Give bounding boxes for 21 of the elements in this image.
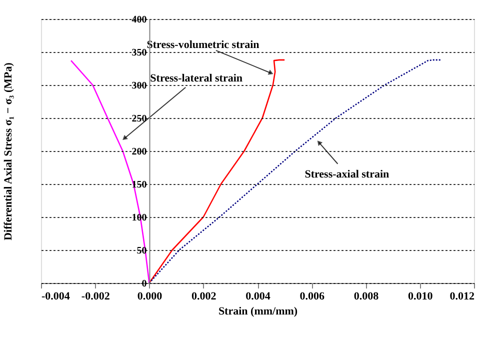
x-tick-label: -0.004 <box>42 290 70 302</box>
x-tick-label: 0.000 <box>137 290 163 302</box>
annotation: Stress-volumetric strain <box>146 39 260 52</box>
x-tick-label: 0.010 <box>408 290 434 302</box>
annotation: Stress-lateral strain <box>150 72 243 84</box>
x-tick-label: -0.002 <box>81 290 110 302</box>
y-tick-label: 300 <box>132 80 147 92</box>
x-tick-label: 0.012 <box>450 290 475 302</box>
y-tick-label: 200 <box>132 146 147 158</box>
x-tick-label: 0.004 <box>246 290 271 302</box>
annotation: Stress-axial strain <box>304 168 390 180</box>
x-tick-label: 0.006 <box>300 290 325 302</box>
line-series <box>148 59 286 284</box>
y-tick-label: 350 <box>132 48 147 58</box>
x-tick-label: 0.008 <box>354 290 380 302</box>
y-tick-label: 400 <box>132 14 147 26</box>
x-tick-label: 0.002 <box>192 290 217 302</box>
y-axis-title: Differential Axial Stress σ₁ − σ₃ (MPa) <box>2 62 14 240</box>
y-tick-label: 0 <box>142 278 147 290</box>
line-series <box>148 59 442 284</box>
x-axis-title: Strain (mm/mm) <box>218 306 298 318</box>
